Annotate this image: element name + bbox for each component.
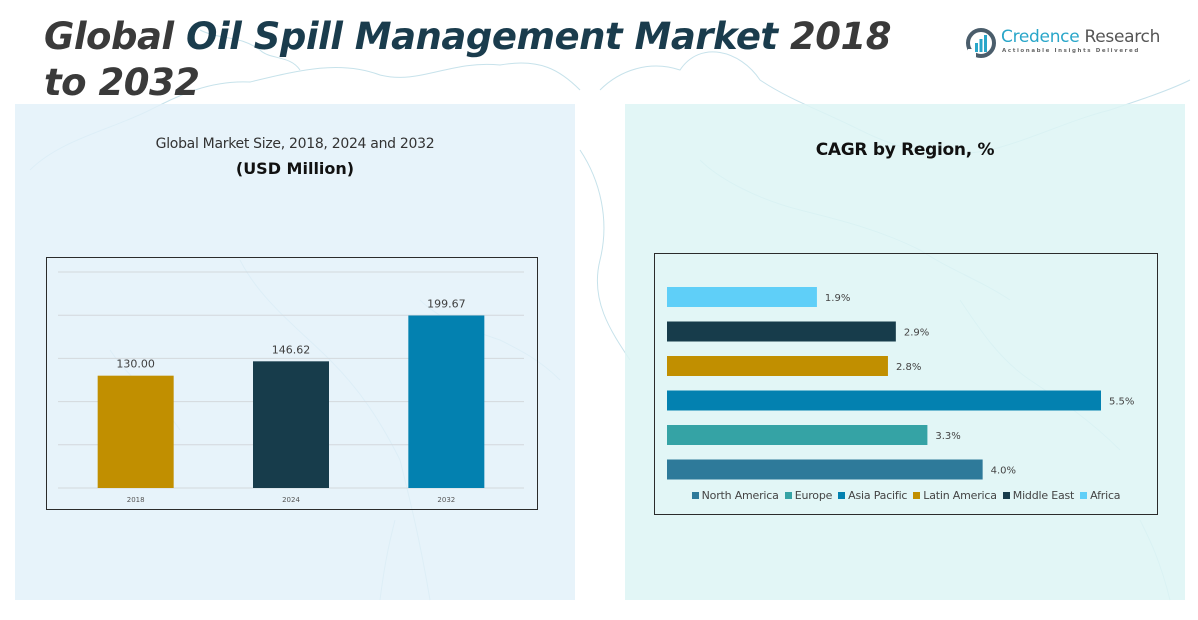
market-size-bar-chart: 130.00 2018 146.62 2024 199.67 2032: [58, 271, 524, 504]
legend-swatch: [1080, 492, 1088, 499]
legend-label: Latin America: [923, 489, 997, 502]
legend-item: Africa: [1080, 489, 1121, 502]
bar-africa: [667, 287, 817, 307]
logo-name-credence: Credence: [1001, 27, 1080, 47]
bar-north-america: [667, 459, 983, 480]
cagr-chart-frame: [654, 253, 1158, 515]
cagr-bar-chart: 1.9% 2.9% 2.8% 5.5% 3.3% 4.0%: [667, 287, 1134, 480]
data-label: 1.9%: [825, 293, 850, 304]
legend-item: Europe: [784, 489, 833, 502]
data-label: 5.5%: [1109, 397, 1134, 408]
market-size-chart-frame: [46, 257, 538, 510]
legend-item: Asia Pacific: [838, 489, 907, 502]
bar-2018: [97, 375, 174, 488]
market-size-chart-title: Global Market Size, 2018, 2024 and 2032: [155, 136, 435, 152]
legend-swatch: [784, 492, 792, 499]
market-size-chart-unit: (USD Million): [235, 159, 355, 178]
x-tick-label: 2032: [437, 496, 455, 504]
data-label: 146.62: [272, 343, 311, 356]
page-title: Global Oil Spill Management Market 2018 …: [44, 14, 924, 106]
legend-swatch: [838, 492, 846, 499]
legend-item: North America: [691, 489, 779, 502]
cagr-panel: [625, 104, 1185, 600]
bar-middle-east: [667, 321, 896, 342]
legend-label: North America: [701, 489, 779, 502]
logo-name-research: Research: [1079, 27, 1161, 47]
title-text-part1: Global: [44, 15, 186, 58]
data-label: 2.8%: [896, 362, 921, 373]
bar-europe: [667, 425, 928, 445]
x-tick-label: 2024: [282, 496, 300, 504]
bar-latin-america: [667, 356, 888, 376]
bar-2024: [253, 361, 329, 488]
legend-item: Latin America: [913, 489, 997, 502]
legend-label: Africa: [1090, 489, 1121, 502]
data-label: 2.9%: [904, 328, 929, 339]
bar-asia-pacific: [667, 390, 1101, 411]
bar-2032: [408, 315, 485, 488]
legend-label: Asia Pacific: [848, 489, 908, 502]
legend-swatch: [691, 492, 699, 499]
legend-item: Middle East: [1002, 489, 1075, 502]
cagr-chart-title: CAGR by Region, %: [815, 140, 995, 160]
title-text-highlight: Oil Spill Management Market: [186, 15, 778, 58]
logo-name: Credence Research: [1001, 27, 1160, 47]
legend-label: Middle East: [1012, 489, 1075, 502]
data-label: 3.3%: [935, 431, 960, 442]
legend-swatch: [1002, 492, 1010, 499]
cagr-legend: North America Europe Asia Pacific Latin Ame…: [654, 489, 1158, 502]
bar-chart-circle-icon: [966, 28, 996, 58]
logo-tagline: Actionable Insights Delivered: [1002, 48, 1140, 54]
legend-label: Europe: [794, 489, 833, 502]
data-label: 130.00: [116, 358, 155, 371]
legend-swatch: [913, 492, 921, 499]
data-label: 4.0%: [991, 466, 1016, 477]
data-label: 199.67: [427, 297, 466, 310]
x-tick-label: 2018: [127, 496, 145, 504]
credence-research-logo: Credence Research Actionable Insights De…: [965, 24, 1165, 64]
title-text-part3: 2018 to 2032: [44, 15, 891, 104]
